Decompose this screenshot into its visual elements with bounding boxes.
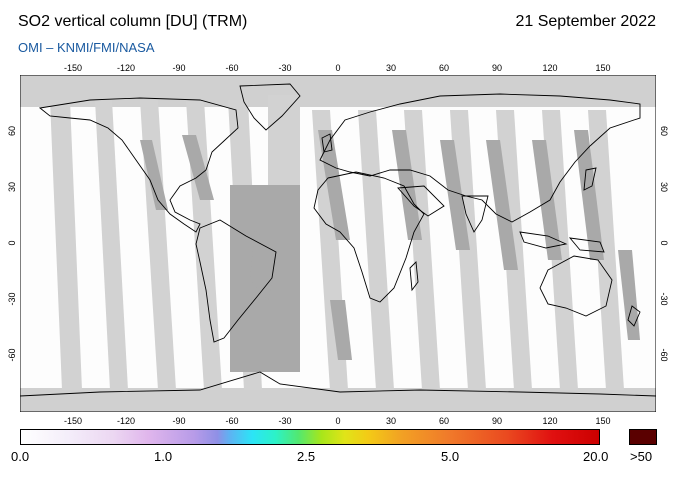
colorbar-overflow-swatch (629, 429, 657, 445)
lon-tick-bottom: 60 (439, 416, 449, 426)
lat-tick-left: -60 (7, 348, 17, 361)
colorbar-label: 20.0 (583, 449, 609, 464)
lat-tick-right: -30 (659, 292, 669, 305)
credit-label: OMI – KNMI/FMI/NASA (18, 40, 155, 55)
arctic-nodata (20, 75, 656, 107)
lat-tick-left: 30 (7, 182, 17, 192)
lon-tick-bottom: -120 (117, 416, 135, 426)
lon-tick-top: -90 (172, 63, 185, 73)
lat-tick-right: 60 (659, 126, 669, 136)
page-title: SO2 vertical column [DU] (TRM) (18, 13, 248, 30)
lon-ticks-bottom: -150 -120 -90 -60 -30 0 30 60 90 120 150 (64, 416, 611, 426)
orbit-overlaps (140, 130, 640, 372)
date-label: 21 September 2022 (515, 13, 656, 30)
lon-tick-bottom: 90 (492, 416, 502, 426)
colorbar-label: 0.0 (11, 449, 30, 464)
lon-tick-top: 60 (439, 63, 449, 73)
colorbar-label: 5.0 (441, 449, 460, 464)
colorbar-label: 2.5 (297, 449, 316, 464)
lon-ticks-top: -150 -120 -90 -60 -30 0 30 60 90 120 150 (64, 63, 611, 73)
lon-tick-bottom: -90 (172, 416, 185, 426)
lon-tick-top: 30 (386, 63, 396, 73)
lon-tick-bottom: 150 (595, 416, 610, 426)
lat-tick-left: -30 (7, 292, 17, 305)
lon-tick-top: -30 (278, 63, 291, 73)
lon-tick-top: -120 (117, 63, 135, 73)
lon-tick-bottom: 0 (335, 416, 340, 426)
lat-tick-right: 0 (659, 240, 669, 245)
lat-tick-right: -60 (659, 348, 669, 361)
lon-tick-top: 150 (595, 63, 610, 73)
lon-tick-bottom: 120 (542, 416, 557, 426)
lat-tick-right: 30 (659, 182, 669, 192)
lon-tick-top: 0 (335, 63, 340, 73)
lon-tick-bottom: -150 (64, 416, 82, 426)
lon-tick-top: 120 (542, 63, 557, 73)
lat-ticks-left: 60 30 0 -30 -60 (7, 126, 17, 362)
coastlines (20, 83, 656, 397)
colorbar (20, 429, 600, 445)
lon-tick-bottom: -30 (278, 416, 291, 426)
lon-tick-bottom: 30 (386, 416, 396, 426)
lon-tick-top: -150 (64, 63, 82, 73)
lon-tick-top: -60 (225, 63, 238, 73)
colorbar-overflow-label: >50 (630, 449, 653, 464)
lat-ticks-right: 60 30 0 -30 -60 (659, 126, 669, 362)
colorbar-label: 1.0 (154, 449, 173, 464)
lat-tick-left: 0 (7, 240, 17, 245)
lon-tick-bottom: -60 (225, 416, 238, 426)
lat-tick-left: 60 (7, 126, 17, 136)
lon-tick-top: 90 (492, 63, 502, 73)
